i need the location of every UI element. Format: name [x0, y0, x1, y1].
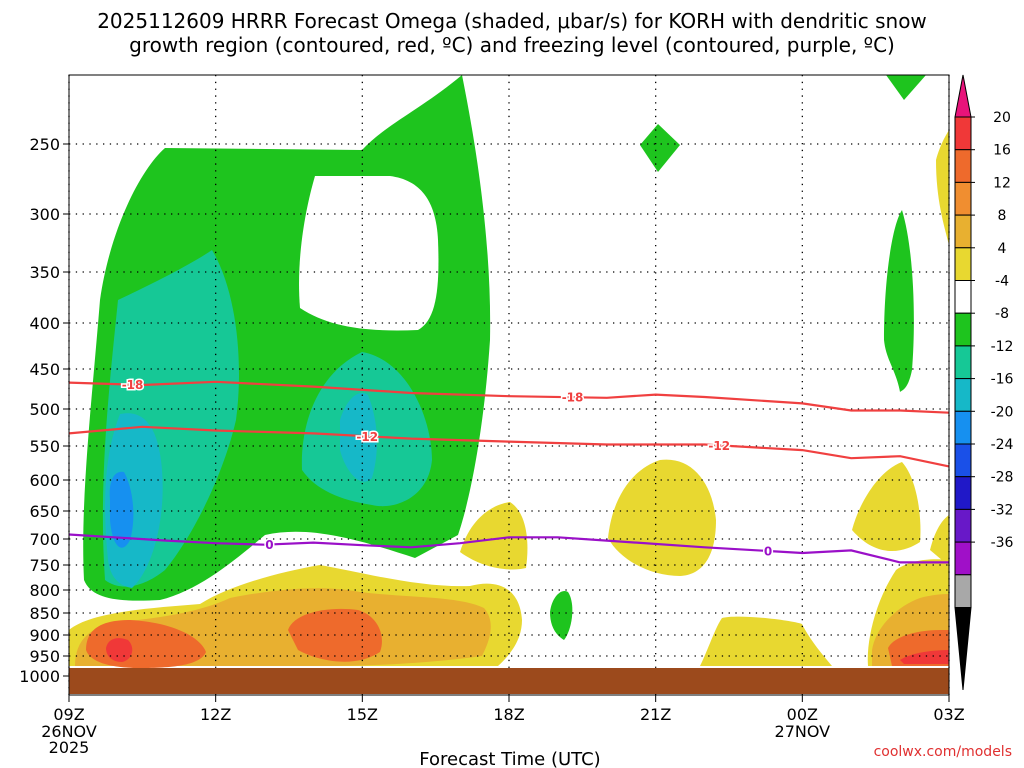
- colorbar-label-20: 20: [993, 110, 1011, 126]
- x-tick-label-18Z: 18Z: [493, 705, 524, 724]
- colorbar-bottom-arrow: [954, 607, 972, 691]
- dgz-minus18-contour-label-1: -18: [562, 391, 584, 405]
- x-tick-label-09Z: 09Z: [53, 705, 84, 724]
- colorbar-label--12: -12: [991, 339, 1014, 355]
- y-tick-label-800: 800: [29, 581, 60, 600]
- freezing-level-contour: [68, 533, 949, 564]
- y-tick-label-550: 550: [29, 437, 60, 456]
- omega-region-cyan-mid: [340, 392, 377, 482]
- y-tick-label-250: 250: [29, 135, 60, 154]
- colorbar-swatch-7: [954, 312, 972, 347]
- dgz-minus12-contour-label-1: -12: [708, 439, 730, 453]
- x-tick-label-21Z: 21Z: [640, 705, 671, 724]
- y-tick-label-300: 300: [29, 205, 60, 224]
- omega-region-green-1930: [550, 590, 573, 640]
- colorbar-swatch-9: [954, 378, 972, 412]
- omega-region-yellow-edge-mid: [930, 515, 949, 566]
- colorbar-swatch-3: [954, 181, 972, 216]
- x-tick-label-00Z: 00Z: [787, 705, 818, 724]
- omega-region-red-left: [106, 638, 133, 662]
- credit-link[interactable]: coolwx.com/models: [874, 744, 1012, 760]
- colorbar-swatch-13: [954, 508, 972, 543]
- colorbar-swatch-1: [954, 116, 972, 151]
- y-tick-label-600: 600: [29, 471, 60, 490]
- colorbar-label-8: 8: [998, 208, 1007, 224]
- colorbar-label-12: 12: [993, 175, 1011, 191]
- ground-surface: [69, 668, 949, 694]
- y-tick-label-400: 400: [29, 314, 60, 333]
- omega-region-yellow-right-mid: [852, 462, 921, 552]
- y-tick-label-900: 900: [29, 626, 60, 645]
- y-tick-label-700: 700: [29, 530, 60, 549]
- y-tick-label-500: 500: [29, 400, 60, 419]
- x-tick-year-2025: 2025: [49, 738, 90, 757]
- x-tick-date-27NOV: 27NOV: [775, 722, 831, 741]
- pressure-axis: 250 300 350 400 450 500 550 600 650 700 750 800 850 9…: [19, 135, 69, 686]
- colorbar-swatch-4: [954, 214, 972, 249]
- colorbar-label--16: -16: [991, 372, 1014, 388]
- colorbar-label--32: -32: [991, 502, 1014, 518]
- plot-area: -18 -18 -12 -12 0 0: [68, 74, 950, 696]
- freezing-level-contour-label-0: 0: [265, 538, 273, 552]
- omega-region-green-21z: [640, 124, 680, 172]
- colorbar-swatch-5: [954, 247, 972, 282]
- x-tick-date-26NOV: 26NOV: [41, 722, 97, 741]
- chart-title-line1: 2025112609 HRRR Forecast Omega (shaded, …: [97, 9, 927, 33]
- colorbar-label--36: -36: [991, 535, 1014, 551]
- dgz-minus12-contour: [68, 425, 950, 468]
- omega-region-green-right-tall: [884, 210, 914, 392]
- colorbar-swatch-14: [954, 541, 972, 576]
- omega-colorbar: 20 16 12 8 4 -4 -8 -12 -16 -20 -24 -28 -32 -36: [954, 74, 1014, 691]
- y-tick-label-450: 450: [29, 360, 60, 379]
- colorbar-swatch-8: [954, 345, 972, 380]
- colorbar-label--24: -24: [991, 437, 1014, 453]
- omega-region-yellow-2200: [700, 616, 832, 666]
- colorbar-label--20: -20: [991, 404, 1014, 420]
- omega-region-yellow-edge-top: [936, 130, 949, 245]
- colorbar-top-arrow: [954, 74, 972, 118]
- omega-region-yellow-18z: [460, 502, 528, 570]
- x-axis-label: Forecast Time (UTC): [419, 749, 600, 768]
- colorbar-swatch-10: [954, 410, 972, 445]
- colorbar-swatch-6: [954, 280, 972, 314]
- chart-title-line2: growth region (contoured, red, ºC) and f…: [129, 33, 895, 57]
- x-tick-label-12Z: 12Z: [200, 705, 231, 724]
- y-tick-label-1000: 1000: [19, 667, 60, 686]
- colorbar-label-4: 4: [998, 241, 1007, 257]
- omega-region-white-hole: [299, 176, 439, 331]
- contour-lines: -18 -18 -12 -12 0 0: [68, 377, 950, 564]
- y-tick-label-850: 850: [29, 604, 60, 623]
- colorbar-swatch-11: [954, 443, 972, 478]
- y-tick-label-750: 750: [29, 556, 60, 575]
- freezing-level-contour-label-1: 0: [764, 545, 772, 559]
- y-tick-label-350: 350: [29, 263, 60, 282]
- y-tick-label-650: 650: [29, 502, 60, 521]
- colorbar-label--28: -28: [991, 470, 1014, 486]
- dgz-minus18-contour-label-0: -18: [122, 378, 144, 392]
- omega-region-red-right: [900, 650, 949, 664]
- colorbar-label--4: -4: [995, 274, 1009, 290]
- colorbar-swatch-2: [954, 149, 972, 183]
- dgz-minus12-contour-label-0: -12: [356, 430, 378, 444]
- colorbar-swatch-12: [954, 476, 972, 510]
- x-tick-label-03Z: 03Z: [933, 705, 964, 724]
- colorbar-label-16: 16: [993, 143, 1011, 159]
- y-tick-label-950: 950: [29, 647, 60, 666]
- colorbar-swatch-15: [954, 574, 972, 608]
- omega-region-blue-core: [109, 471, 134, 548]
- dgz-minus18-contour: [68, 380, 950, 414]
- omega-region-green-top-right: [886, 75, 926, 100]
- colorbar-label--8: -8: [995, 306, 1009, 322]
- x-tick-label-15Z: 15Z: [347, 705, 378, 724]
